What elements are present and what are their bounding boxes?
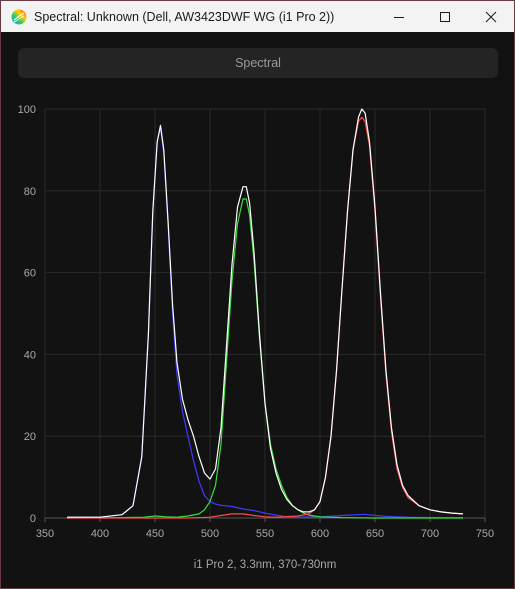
maximize-button[interactable] bbox=[422, 1, 468, 32]
x-tick-label: 400 bbox=[91, 528, 109, 540]
close-button[interactable] bbox=[468, 1, 514, 32]
title-bar[interactable]: Spectral: Unknown (Dell, AW3423DWF WG (i… bbox=[1, 1, 514, 32]
maximize-icon bbox=[440, 11, 450, 22]
x-tick-label: 700 bbox=[421, 528, 439, 540]
y-tick-label: 80 bbox=[24, 186, 36, 198]
content-area: Spectral 350 400 450 500 550 600 650 700 750 0 20 4… bbox=[1, 32, 514, 588]
x-axis-label: i1 Pro 2, 3.3nm, 370-730nm bbox=[194, 559, 337, 571]
spectral-chart: 350 400 450 500 550 600 650 700 750 0 20 40 60 80 100 i… bbox=[18, 104, 495, 571]
x-tick-label: 750 bbox=[476, 528, 494, 540]
tab-spectral[interactable]: Spectral bbox=[18, 48, 498, 78]
y-tick-label: 20 bbox=[24, 431, 36, 443]
minimize-icon bbox=[394, 16, 404, 18]
x-tick-label: 600 bbox=[311, 528, 329, 540]
close-icon bbox=[485, 11, 497, 22]
x-tick-label: 550 bbox=[256, 528, 274, 540]
minimize-button[interactable] bbox=[376, 1, 422, 32]
y-tick-label: 0 bbox=[30, 513, 36, 525]
app-spectrum-icon bbox=[11, 9, 27, 24]
series-total-line bbox=[67, 108, 464, 518]
x-tick-label: 350 bbox=[36, 528, 54, 540]
x-tick-label: 450 bbox=[146, 528, 164, 540]
window-title: Spectral: Unknown (Dell, AW3423DWF WG (i… bbox=[34, 9, 335, 24]
x-tick-label: 650 bbox=[366, 528, 384, 540]
y-tick-label: 40 bbox=[24, 349, 36, 361]
x-tick-label: 500 bbox=[201, 528, 219, 540]
y-tick-label: 60 bbox=[24, 268, 36, 280]
y-tick-label: 100 bbox=[18, 104, 36, 116]
